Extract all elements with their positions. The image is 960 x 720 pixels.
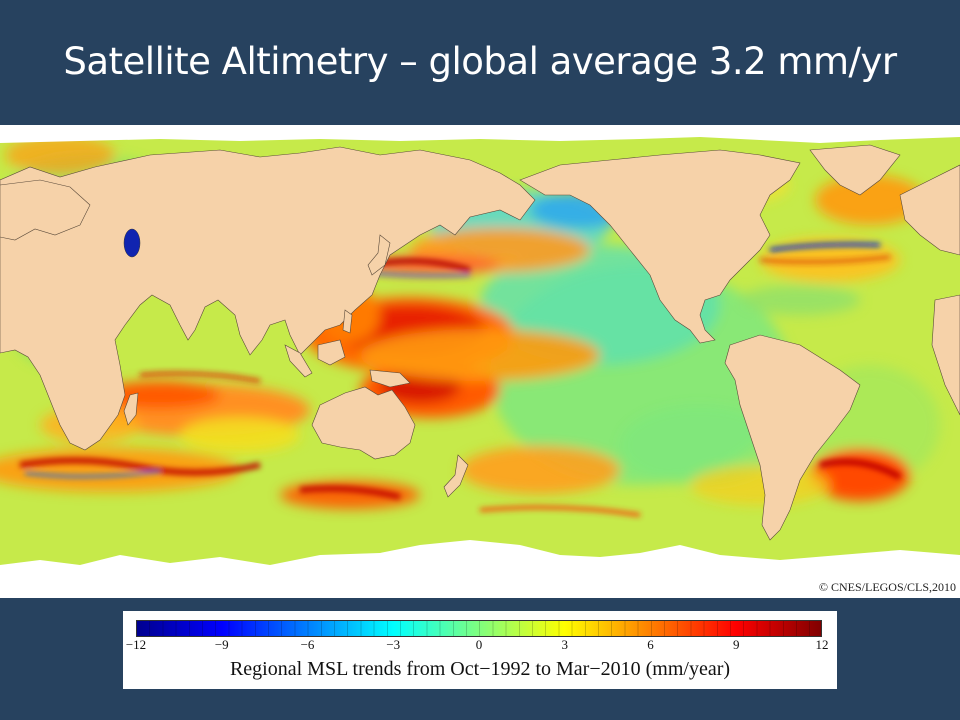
colorbar-tick-label: −12: [125, 637, 147, 652]
caspian-sea: [123, 228, 141, 258]
colorbar-tick-label: −6: [300, 637, 315, 652]
philippines: [342, 309, 353, 334]
colorbar: [136, 620, 822, 637]
map-canvas: [0, 125, 960, 598]
japan: [367, 234, 391, 276]
title-bar: Satellite Altimetry – global average 3.2…: [0, 0, 960, 125]
colorbar-ticks: −12 −9 −6 −3 0 3 6 9 12: [126, 637, 829, 653]
colorbar-tick-label: 6: [647, 637, 654, 652]
legend-panel: −12 −9 −6 −3 0 3 6 9 12 Regional MSL trends from…: [123, 611, 837, 689]
colorbar-tick-label: 3: [561, 637, 569, 652]
australia: [311, 386, 416, 460]
europe-east-edge: [899, 164, 960, 256]
antarctic-ice: [0, 540, 960, 598]
new-zealand: [443, 454, 469, 498]
south-america: [724, 334, 861, 541]
greenland: [809, 144, 901, 196]
europe-landmass: [0, 179, 91, 241]
colorbar-tick-label: −9: [214, 637, 229, 652]
sumatra: [284, 344, 313, 378]
slide-title: Satellite Altimetry – global average 3.2…: [63, 40, 897, 83]
colorbar-tick-label: 12: [815, 637, 829, 652]
madagascar: [123, 392, 139, 426]
continents: [0, 144, 960, 541]
colorbar-tick-label: 0: [475, 637, 483, 652]
africa-east-edge: [931, 294, 960, 416]
colorbar-tick-label: 9: [733, 637, 740, 652]
borneo: [317, 339, 346, 366]
map-credit: © CNES/LEGOS/CLS,2010: [818, 580, 956, 594]
eurasia-africa-landmass: [0, 146, 536, 451]
new-guinea: [369, 369, 411, 388]
legend-caption: Regional MSL trends from Oct−1992 to Mar…: [229, 658, 731, 680]
sea-level-trend-map: © CNES/LEGOS/CLS,2010: [0, 125, 960, 598]
arctic-ice: [0, 125, 960, 143]
north-america: [519, 149, 801, 344]
colorbar-tick-label: −3: [386, 637, 401, 652]
